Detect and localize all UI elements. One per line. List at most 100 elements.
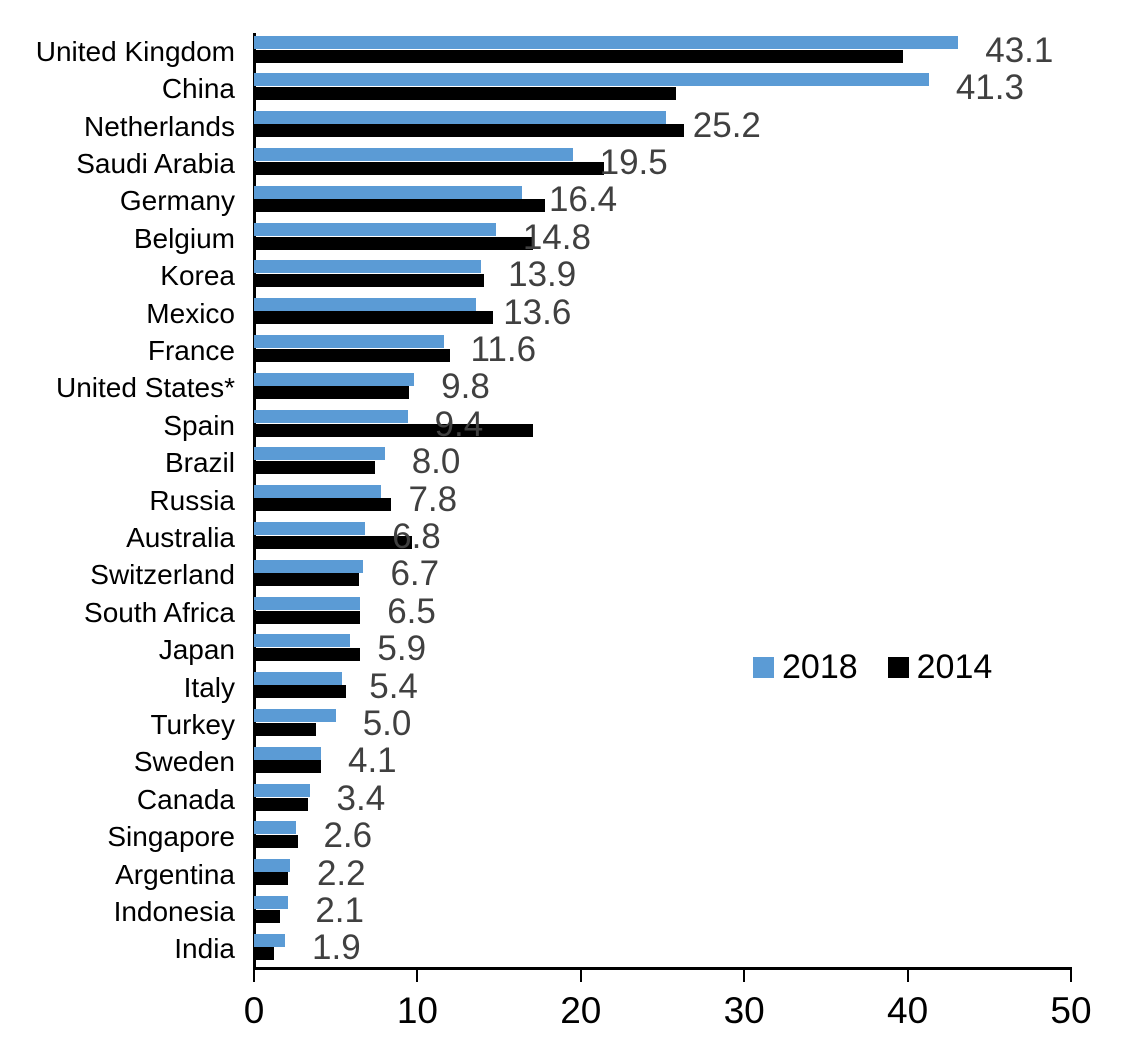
x-tick-label-50: 50 <box>1050 990 1092 1031</box>
data-label-mexico: 13.6 <box>503 292 572 332</box>
category-label-canada: Canada <box>136 783 235 815</box>
bar-2014-france <box>254 348 451 362</box>
x-axis-line <box>253 967 1072 970</box>
data-label-australia: 6.8 <box>392 516 441 556</box>
bar-2018-china <box>254 73 929 87</box>
category-label-russia: Russia <box>149 484 235 516</box>
bar-2014-belgium <box>254 236 534 250</box>
legend: 2018 2014 <box>753 648 992 687</box>
x-tick-20 <box>579 970 582 982</box>
bar-2018-turkey <box>254 709 336 723</box>
category-label-netherlands: Netherlands <box>84 110 235 142</box>
data-label-canada: 3.4 <box>336 778 386 818</box>
bar-2018-singapore <box>254 821 297 835</box>
data-label-india: 1.9 <box>312 928 361 968</box>
bar-2018-united-kingdom <box>254 36 959 49</box>
category-label-belgium: Belgium <box>133 222 235 254</box>
category-label-switzerland: Switzerland <box>90 559 235 591</box>
bar-2014-spain <box>254 423 534 437</box>
data-label-united-kingdom: 43.1 <box>985 30 1054 70</box>
bar-2014-india <box>254 947 274 961</box>
data-label-indonesia: 2.1 <box>315 890 364 930</box>
category-label-argentina: Argentina <box>115 858 235 890</box>
x-tick-10 <box>416 970 419 982</box>
category-label-italy: Italy <box>183 671 235 703</box>
bar-2018-mexico <box>254 297 477 311</box>
category-label-korea: Korea <box>160 260 235 292</box>
data-label-united-states: 9.8 <box>441 367 490 407</box>
data-label-france: 11.6 <box>470 329 537 369</box>
bar-2018-canada <box>254 784 310 797</box>
bar-2018-sweden <box>254 746 321 760</box>
legend-item-2014: 2014 <box>887 648 993 687</box>
category-label-australia: Australia <box>126 521 235 553</box>
bar-2018-france <box>254 335 444 349</box>
data-label-sweden: 4.1 <box>347 741 397 781</box>
category-label-united-kingdom: United Kingdom <box>35 35 235 67</box>
data-label-turkey: 5.0 <box>362 703 412 743</box>
bar-2014-netherlands <box>254 124 684 138</box>
legend-label-2018: 2018 <box>782 648 858 686</box>
category-label-turkey: Turkey <box>150 708 235 740</box>
category-label-spain: Spain <box>163 409 235 441</box>
data-label-south-africa: 6.5 <box>387 591 436 631</box>
data-label-spain: 9.4 <box>434 404 484 444</box>
bar-2018-spain <box>254 410 408 423</box>
bar-2014-saudi-arabia <box>254 161 604 175</box>
bar-2018-saudi-arabia <box>254 148 573 162</box>
legend-item-2018: 2018 <box>753 648 858 687</box>
bar-2018-switzerland <box>254 559 364 573</box>
bar-2014-russia <box>254 498 392 512</box>
bar-2018-south-africa <box>254 597 361 610</box>
data-label-belgium: 14.8 <box>522 217 591 257</box>
bar-2014-brazil <box>254 460 375 474</box>
category-label-brazil: Brazil <box>164 447 235 479</box>
data-label-saudi-arabia: 19.5 <box>599 142 668 182</box>
bar-2018-germany <box>254 185 522 199</box>
data-label-brazil: 8.0 <box>411 442 461 482</box>
bar-2014-australia <box>254 535 413 549</box>
bar-2018-russia <box>254 484 382 498</box>
data-label-korea: 13.9 <box>508 255 577 295</box>
category-label-singapore: Singapore <box>107 821 235 853</box>
category-label-germany: Germany <box>119 185 235 217</box>
bar-2014-japan <box>254 647 361 661</box>
category-label-saudi-arabia: Saudi Arabia <box>76 147 235 179</box>
data-label-italy: 5.4 <box>369 666 418 706</box>
bar-2018-italy <box>254 671 343 685</box>
data-label-germany: 16.4 <box>548 180 618 220</box>
data-label-singapore: 2.6 <box>323 816 373 856</box>
bar-2018-australia <box>254 522 366 536</box>
data-label-switzerland: 6.7 <box>390 554 440 594</box>
bar-2014-korea <box>254 273 485 287</box>
bar-2014-canada <box>254 797 308 811</box>
bar-2018-brazil <box>254 447 385 461</box>
data-label-russia: 7.8 <box>408 479 458 519</box>
category-label-united-states: United States* <box>56 372 235 404</box>
x-tick-40 <box>906 970 909 982</box>
x-tick-label-40: 40 <box>887 990 929 1031</box>
legend-label-2014: 2014 <box>916 648 993 686</box>
bar-2014-argentina <box>254 872 289 886</box>
category-label-south-africa: South Africa <box>84 596 235 628</box>
bar-2014-united-kingdom <box>254 49 903 63</box>
data-label-china: 41.3 <box>955 68 1024 108</box>
bar-2014-turkey <box>254 722 317 736</box>
category-label-india: India <box>174 933 235 965</box>
bar-2018-united-states <box>254 372 415 386</box>
legend-swatch-2018-icon <box>753 657 774 678</box>
category-label-mexico: Mexico <box>146 297 235 329</box>
data-label-netherlands: 25.2 <box>692 105 761 145</box>
x-tick-label-20: 20 <box>560 990 602 1031</box>
bar-2018-korea <box>254 260 482 274</box>
bar-2014-indonesia <box>254 909 281 923</box>
category-label-china: China <box>161 73 235 105</box>
bar-2018-indonesia <box>254 896 289 910</box>
x-tick-label-10: 10 <box>396 990 438 1031</box>
bar-2014-united-states <box>254 386 410 400</box>
bar-2014-south-africa <box>254 610 361 624</box>
bar-2018-belgium <box>254 223 496 236</box>
bar-2018-india <box>254 933 286 947</box>
category-label-japan: Japan <box>158 634 235 666</box>
